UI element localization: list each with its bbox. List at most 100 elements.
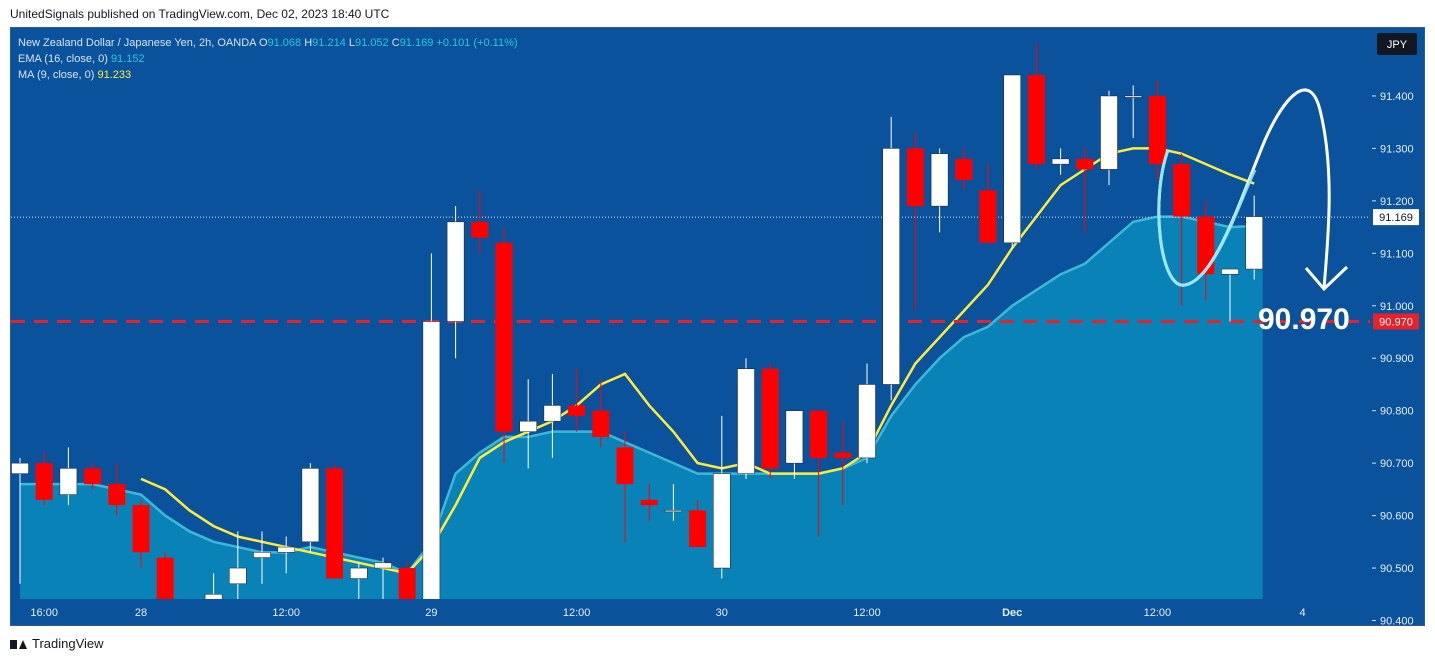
y-tick-label: 90.600 [1380, 511, 1414, 523]
candle-body [156, 557, 174, 599]
high-value: 91.214 [312, 37, 346, 49]
legend-ma-row: MA (9, close, 0) 91.233 [18, 67, 518, 83]
x-tick-label: 12:00 [563, 607, 591, 619]
candle-body [84, 468, 102, 485]
currency-label: JPY [1387, 39, 1408, 51]
candle-body [737, 368, 755, 474]
candle-body [471, 221, 489, 238]
open-value: 91.068 [267, 37, 302, 49]
x-tick-label: 4 [1300, 607, 1306, 619]
x-tick-label: 29 [425, 607, 437, 619]
y-tick-label: 91.400 [1380, 91, 1414, 103]
ema-label: EMA (16, close, 0) [18, 53, 108, 65]
candle-body [1124, 95, 1142, 98]
candle-body [374, 562, 392, 569]
ma-value: 91.233 [97, 69, 132, 81]
x-tick-label: 16:00 [30, 607, 58, 619]
legend-symbol-row: New Zealand Dollar / Japanese Yen, 2h, O… [18, 35, 518, 51]
candle-body [1100, 95, 1118, 170]
last-price-label: 91.169 [1379, 212, 1413, 224]
target-price-tag [1373, 313, 1419, 330]
annotation-arrowhead [1304, 265, 1349, 292]
currency-badge[interactable] [1377, 33, 1417, 55]
annotation-ellipse [1157, 149, 1257, 287]
x-tick-label: 12:00 [1144, 607, 1172, 619]
candle-body [59, 468, 78, 495]
ema-value: 91.152 [110, 53, 145, 65]
x-tick-label: 30 [716, 607, 728, 619]
candle-body [616, 447, 634, 485]
candle-body [519, 420, 537, 432]
close-value: 91.169 [399, 37, 434, 49]
candle-body [495, 242, 513, 432]
candle-body [713, 473, 731, 569]
candle-body [229, 567, 247, 585]
candle-body [1027, 74, 1045, 165]
last-price-tag [1373, 209, 1419, 226]
candle-body [979, 190, 997, 243]
candle-body [277, 546, 295, 553]
candle-body [640, 499, 658, 506]
candle-body [350, 567, 368, 579]
candle-body [253, 552, 271, 558]
candle-body [1173, 164, 1191, 217]
candle-body [568, 405, 586, 416]
x-tick-label: 12:00 [272, 607, 300, 619]
legend-ema-row: EMA (16, close, 0) 91.152 [18, 51, 518, 67]
candle-body [422, 321, 441, 599]
chart-legend: New Zealand Dollar / Japanese Yen, 2h, O… [18, 35, 518, 83]
y-tick-label: 90.700 [1380, 458, 1414, 470]
ma-label: MA (9, close, 0) [18, 69, 95, 81]
candle-body [664, 510, 683, 513]
x-tick-label: 12:00 [853, 607, 881, 619]
candle-body [834, 452, 852, 458]
candle-body [204, 594, 223, 599]
plot-area: 90.970 [11, 43, 1370, 612]
candle-body [35, 463, 53, 500]
candle-body [955, 158, 973, 180]
candle-body [930, 153, 949, 207]
low-value: 91.052 [355, 37, 389, 49]
open-label: O [258, 37, 268, 49]
candle-body [906, 148, 924, 207]
tradingview-logo-icon [10, 638, 28, 650]
candle-body [689, 510, 707, 548]
target-annotation-label: 90.970 [1258, 303, 1350, 336]
candle-body [882, 148, 900, 385]
high-label: H [304, 37, 313, 49]
candle-body [592, 410, 610, 437]
candle-body [1051, 158, 1070, 165]
publish-caption: UnitedSignals published on TradingView.c… [10, 7, 390, 21]
candle-body [181, 610, 198, 612]
low-label: L [348, 37, 356, 49]
y-tick-label: 91.200 [1380, 196, 1414, 208]
y-tick-label: 91.300 [1380, 143, 1414, 155]
candle-body [446, 221, 465, 322]
y-tick-label: 90.500 [1380, 563, 1414, 575]
candle-body [398, 568, 416, 599]
candle-body [132, 505, 150, 553]
symbol-name: New Zealand Dollar / Japanese Yen, 2h, O… [18, 37, 256, 49]
candle-body [1148, 95, 1166, 165]
ema-area [20, 216, 1263, 599]
candle-body [1221, 268, 1239, 275]
target-price-label: 90.970 [1379, 317, 1413, 329]
candle-body [301, 468, 320, 543]
y-tick-label: 90.900 [1380, 353, 1414, 365]
close-label: C [391, 37, 400, 49]
y-tick-label: 91.000 [1380, 301, 1414, 313]
candle-body [785, 410, 804, 464]
candle-body [761, 368, 779, 469]
candle-body [1076, 158, 1094, 170]
candle-body [858, 384, 876, 459]
candle-body [543, 405, 562, 422]
y-tick-label: 90.400 [1380, 616, 1414, 628]
y-tick-label: 91.100 [1380, 248, 1414, 260]
x-tick-label: Dec [1002, 607, 1022, 619]
y-tick-label: 90.800 [1380, 406, 1414, 418]
change-value: +0.101 (+0.11%) [436, 37, 518, 49]
candle-body [810, 410, 828, 458]
candle-body [108, 484, 126, 506]
footer-brand: TradingView [32, 636, 104, 651]
